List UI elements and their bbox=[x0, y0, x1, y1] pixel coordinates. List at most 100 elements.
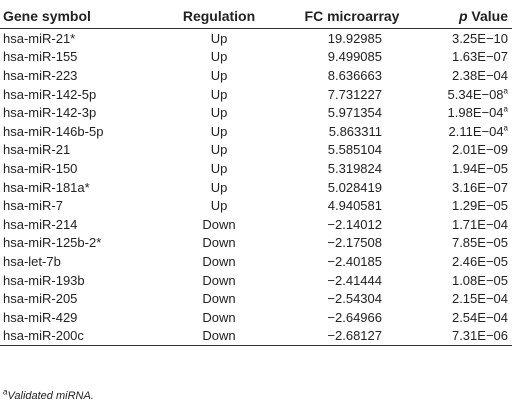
cell-p-value-text: 3.25E−10 bbox=[451, 30, 508, 46]
cell-fc-microarray-text: −2.41444 bbox=[327, 272, 382, 288]
cell-p-value: 1.08E−05 bbox=[408, 271, 512, 290]
cell-fc-microarray-text: −2.40185 bbox=[327, 253, 382, 269]
table-row: hsa-miR-21* Up 19.92985 3.25E−10 bbox=[0, 29, 512, 48]
cell-regulation: Up bbox=[148, 29, 268, 48]
cell-fc-microarray-text: 5.971354 bbox=[327, 105, 382, 121]
cell-fc-microarray-text: −2.68127 bbox=[327, 328, 382, 344]
cell-fc-microarray-text: −2.64966 bbox=[327, 309, 382, 325]
cell-gene-symbol-text: hsa-miR-7 bbox=[3, 198, 63, 214]
cell-fc-microarray: 4.940581 bbox=[268, 196, 408, 215]
cell-fc-microarray-text: 5.585104 bbox=[327, 142, 382, 158]
table-row: hsa-miR-181a* Up 5.028419 3.16E−07 bbox=[0, 178, 512, 197]
cell-p-value: 1.98E−04a bbox=[408, 103, 512, 122]
cell-regulation: Up bbox=[148, 141, 268, 160]
cell-p-value-text: 1.29E−05 bbox=[451, 198, 508, 214]
cell-regulation: Down bbox=[148, 308, 268, 327]
validated-mark: a bbox=[503, 86, 508, 96]
cell-p-value-text: 7.85E−05 bbox=[451, 235, 508, 251]
cell-gene-symbol: hsa-miR-223 bbox=[0, 66, 148, 85]
cell-regulation: Up bbox=[148, 122, 268, 141]
cell-p-value: 2.15E−04 bbox=[408, 289, 512, 308]
footnote-mark: a bbox=[3, 387, 8, 397]
cell-p-value: 3.25E−10 bbox=[408, 29, 512, 48]
cell-regulation: Down bbox=[148, 215, 268, 234]
cell-regulation-text: Up bbox=[210, 142, 228, 158]
cell-fc-microarray-text: 4.940581 bbox=[327, 198, 382, 214]
cell-p-value-text: 2.01E−09 bbox=[451, 142, 508, 158]
cell-fc-microarray: 5.585104 bbox=[268, 141, 408, 160]
cell-fc-microarray: −2.41444 bbox=[268, 271, 408, 290]
table-footnote: aValidated miRNA. bbox=[3, 387, 94, 402]
cell-p-value: 3.16E−07 bbox=[408, 178, 512, 197]
cell-gene-symbol: hsa-miR-125b-2* bbox=[0, 234, 148, 253]
cell-p-value-text: 2.38E−04 bbox=[451, 67, 508, 83]
table-row: hsa-miR-193b Down −2.41444 1.08E−05 bbox=[0, 271, 512, 290]
cell-regulation-text: Up bbox=[210, 160, 228, 176]
table-row: hsa-miR-200c Down −2.68127 7.31E−06 bbox=[0, 326, 512, 347]
cell-fc-microarray-text: −2.17508 bbox=[327, 235, 382, 251]
cell-fc-microarray-text: 7.731227 bbox=[327, 86, 382, 102]
table-row: hsa-miR-214 Down −2.14012 1.71E−04 bbox=[0, 215, 512, 234]
cell-gene-symbol: hsa-miR-193b bbox=[0, 271, 148, 290]
cell-fc-microarray-text: 5.319824 bbox=[327, 160, 382, 176]
cell-p-value-text: 3.16E−07 bbox=[451, 179, 508, 195]
validated-mark: a bbox=[503, 123, 508, 133]
cell-regulation-text: Down bbox=[202, 272, 236, 288]
table-row: hsa-miR-205 Down −2.54304 2.15E−04 bbox=[0, 289, 512, 308]
cell-regulation-text: Up bbox=[210, 67, 228, 83]
cell-regulation-text: Up bbox=[210, 105, 228, 121]
cell-gene-symbol: hsa-miR-21* bbox=[0, 29, 148, 48]
cell-fc-microarray: −2.64966 bbox=[268, 308, 408, 327]
cell-p-value-text: 1.94E−05 bbox=[451, 160, 508, 176]
cell-gene-symbol: hsa-miR-429 bbox=[0, 308, 148, 327]
cell-p-value: 1.29E−05 bbox=[408, 196, 512, 215]
cell-regulation: Down bbox=[148, 234, 268, 253]
table-row: hsa-miR-223 Up 8.636663 2.38E−04 bbox=[0, 66, 512, 85]
cell-gene-symbol-text: hsa-miR-21* bbox=[3, 30, 76, 46]
cell-regulation-text: Up bbox=[210, 49, 228, 65]
cell-gene-symbol-text: hsa-miR-205 bbox=[3, 291, 78, 307]
cell-gene-symbol-text: hsa-miR-429 bbox=[3, 309, 78, 325]
table-row: hsa-miR-21 Up 5.585104 2.01E−09 bbox=[0, 141, 512, 160]
cell-fc-microarray: −2.68127 bbox=[268, 326, 408, 347]
cell-fc-microarray-text: 19.92985 bbox=[327, 30, 382, 46]
cell-p-value-text: 2.15E−04 bbox=[451, 291, 508, 307]
cell-regulation-text: Up bbox=[210, 123, 228, 139]
cell-p-value-text: 2.54E−04 bbox=[451, 309, 508, 325]
cell-fc-microarray: −2.40185 bbox=[268, 252, 408, 271]
cell-regulation: Up bbox=[148, 196, 268, 215]
validated-mark: a bbox=[503, 104, 508, 114]
cell-regulation: Up bbox=[148, 159, 268, 178]
cell-fc-microarray: 5.028419 bbox=[268, 178, 408, 197]
cell-gene-symbol-text: hsa-miR-146b-5p bbox=[3, 123, 104, 139]
table-row: hsa-miR-142-5p Up 7.731227 5.34E−08a bbox=[0, 85, 512, 104]
cell-gene-symbol-text: hsa-miR-125b-2* bbox=[3, 235, 102, 251]
cell-fc-microarray: −2.54304 bbox=[268, 289, 408, 308]
table-row: hsa-miR-150 Up 5.319824 1.94E−05 bbox=[0, 159, 512, 178]
cell-fc-microarray: 5.319824 bbox=[268, 159, 408, 178]
table-row: hsa-miR-146b-5p Up 5.863311 2.11E−04a bbox=[0, 122, 512, 141]
cell-regulation-text: Down bbox=[202, 328, 236, 344]
cell-gene-symbol: hsa-miR-150 bbox=[0, 159, 148, 178]
header-row: Gene symbol Regulation FC microarray p V… bbox=[0, 4, 512, 29]
table-row: hsa-miR-429 Down −2.64966 2.54E−04 bbox=[0, 308, 512, 327]
mirna-expression-table: Gene symbol Regulation FC microarray p V… bbox=[0, 4, 512, 347]
cell-p-value: 2.54E−04 bbox=[408, 308, 512, 327]
cell-gene-symbol: hsa-miR-142-5p bbox=[0, 85, 148, 104]
cell-fc-microarray: 7.731227 bbox=[268, 85, 408, 104]
cell-fc-microarray-text: −2.54304 bbox=[327, 291, 382, 307]
header-fc-microarray: FC microarray bbox=[268, 4, 408, 29]
cell-fc-microarray: 19.92985 bbox=[268, 29, 408, 48]
cell-fc-microarray-text: 5.028419 bbox=[327, 179, 382, 195]
cell-gene-symbol: hsa-let-7b bbox=[0, 252, 148, 271]
cell-regulation-text: Down bbox=[202, 235, 236, 251]
cell-gene-symbol-text: hsa-let-7b bbox=[3, 253, 61, 269]
cell-regulation: Down bbox=[148, 326, 268, 347]
cell-p-value: 1.63E−07 bbox=[408, 48, 512, 67]
cell-fc-microarray-text: −2.14012 bbox=[327, 216, 382, 232]
cell-p-value-text: 1.71E−04 bbox=[451, 216, 508, 232]
cell-fc-microarray-text: 8.636663 bbox=[327, 67, 382, 83]
cell-fc-microarray: −2.14012 bbox=[268, 215, 408, 234]
cell-gene-symbol: hsa-miR-155 bbox=[0, 48, 148, 67]
cell-gene-symbol-text: hsa-miR-150 bbox=[3, 160, 78, 176]
